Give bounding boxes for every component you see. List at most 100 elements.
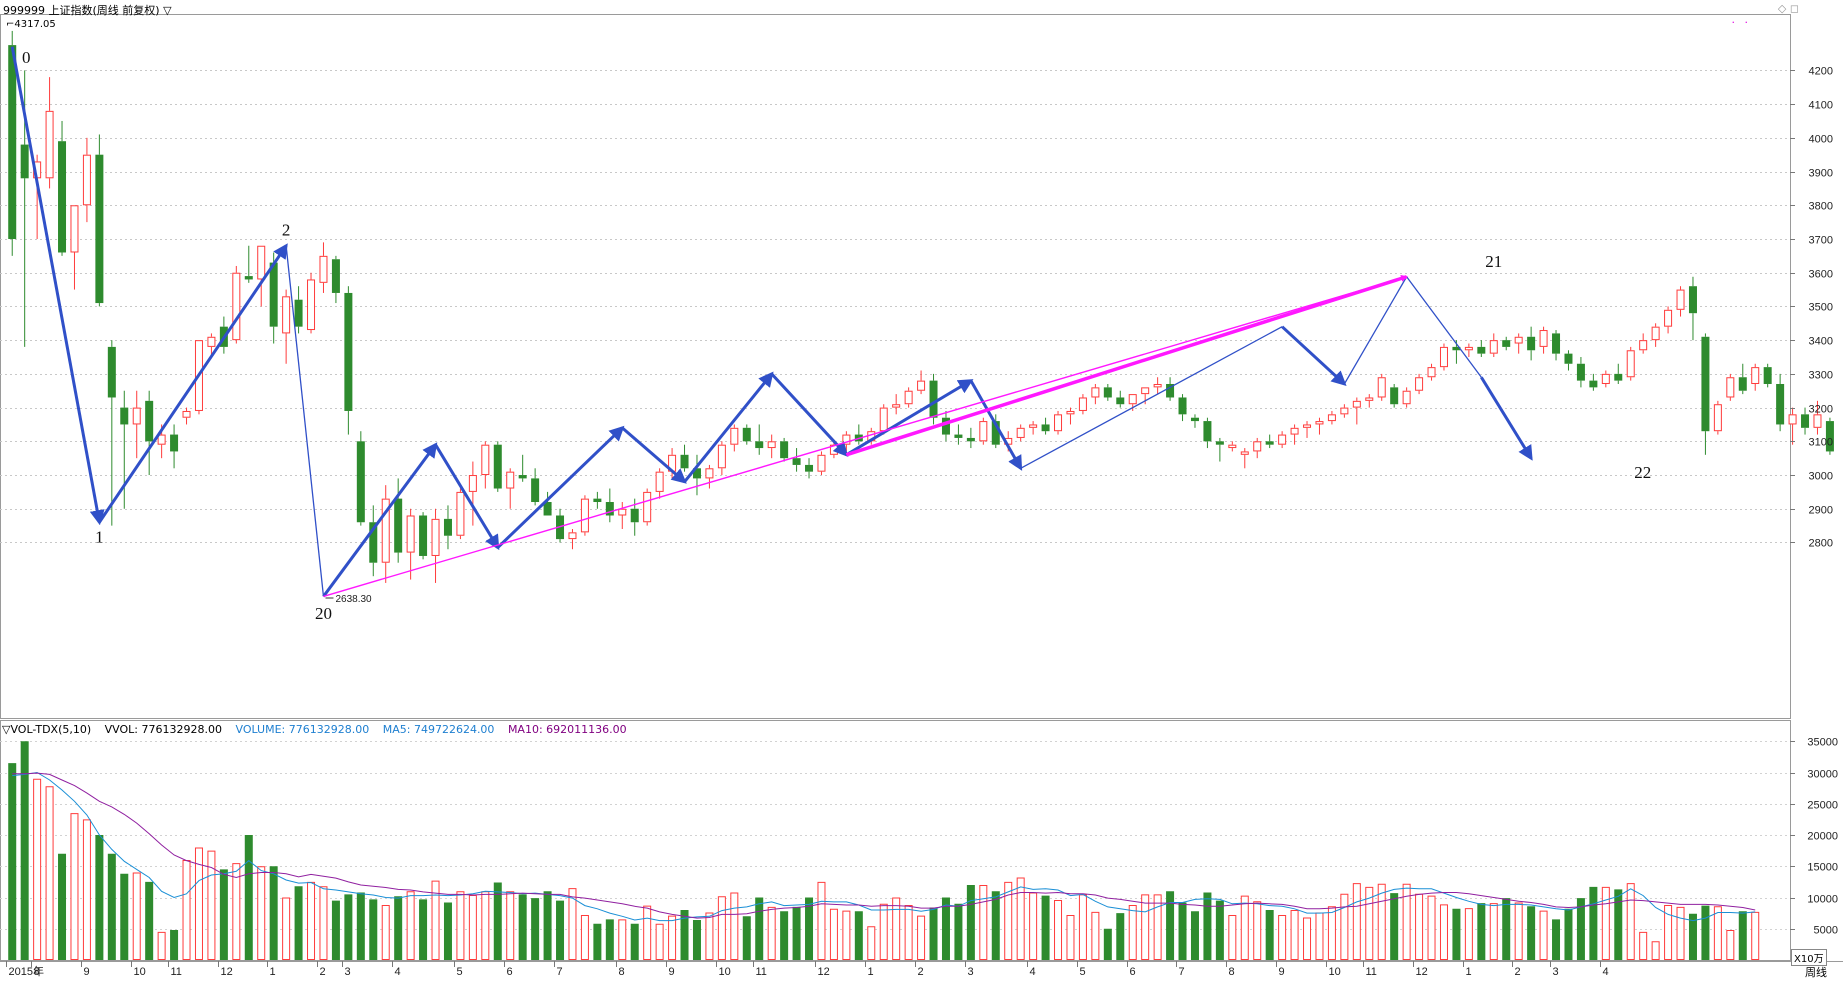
volume-bar-up xyxy=(1253,901,1262,960)
volume-bar-up xyxy=(1327,906,1336,960)
volume-bar-up xyxy=(157,931,166,960)
candle-body-down xyxy=(1552,333,1561,354)
candle-body-up xyxy=(406,515,415,553)
time-tick-label: 2 xyxy=(1515,966,1521,978)
candle-body-up xyxy=(1016,427,1025,438)
candle-body-up xyxy=(257,245,266,280)
wave-line-thin xyxy=(285,245,325,597)
volume-bar-down xyxy=(680,910,689,960)
time-tick-label: 2 xyxy=(320,966,326,978)
volume-bar-up xyxy=(282,897,291,960)
volume-bar-down xyxy=(419,899,428,960)
wave-line-bold xyxy=(969,379,1023,471)
candle-body-up xyxy=(1788,414,1797,425)
volume-bar-up xyxy=(1153,894,1162,960)
candle-body-up xyxy=(1091,387,1100,398)
time-tick-label: 3 xyxy=(1553,966,1559,978)
volume-bar-up xyxy=(1315,912,1324,960)
volume-bar-up xyxy=(1054,900,1063,960)
wave-line-bold xyxy=(845,379,974,457)
wave-labels: 0 1 2 20 21 22 xyxy=(22,48,1651,623)
candle-body-up xyxy=(207,336,216,347)
candle-body-down xyxy=(792,458,801,465)
time-tick-label: 1 xyxy=(270,966,276,978)
candle-body-up xyxy=(643,491,652,523)
volume-bar-up xyxy=(655,923,664,960)
volume-bar-down xyxy=(1190,911,1199,960)
wave-lines xyxy=(10,46,1533,598)
volume-bar-down xyxy=(1203,892,1212,960)
volume-bar-up xyxy=(767,906,776,960)
wave-line-bold xyxy=(1281,325,1347,387)
candle-body-down xyxy=(1564,353,1573,364)
price-tick-label: 3300 xyxy=(1809,370,1833,382)
volume-tick-label: 25000 xyxy=(1807,800,1838,812)
candle-body-up xyxy=(1303,424,1312,428)
candle-body-up xyxy=(1128,394,1137,405)
volume-bar-up xyxy=(705,912,714,960)
candle-body-up xyxy=(1066,410,1075,415)
ma10-readout: MA10: 692011136.00 xyxy=(507,723,627,736)
candle-body-up xyxy=(1664,309,1673,327)
chart-title[interactable]: 999999 上证指数(周线 前复权) ▽ xyxy=(3,4,172,17)
volume-bar-up xyxy=(257,866,266,960)
volume-bar-down xyxy=(941,897,950,960)
volume-bar-down xyxy=(755,897,764,960)
volume-bar-down xyxy=(1701,905,1710,960)
wave-line-thin xyxy=(1020,326,1283,469)
candle-body-up xyxy=(1240,451,1249,455)
candle-body-down xyxy=(531,478,540,503)
time-tick-label: 11 xyxy=(756,966,767,978)
time-tick-label: 9 xyxy=(84,966,90,978)
time-tick-label: 12 xyxy=(1416,966,1428,978)
candle-body-down xyxy=(269,262,278,327)
volume-bar-up xyxy=(817,881,826,960)
volume-bar-up xyxy=(1514,902,1523,960)
volume-bar-down xyxy=(120,873,129,960)
candle-body-down xyxy=(344,292,353,411)
wave-line-bold xyxy=(621,426,687,484)
max-price-value: 4317.05 xyxy=(14,19,56,30)
candle-body-down xyxy=(929,380,938,418)
volume-indicator-name[interactable]: ▽VOL-TDX(5,10) xyxy=(2,723,92,736)
window-control-icons[interactable]: ◇ ◻ xyxy=(1777,2,1799,15)
volume-bar-down xyxy=(145,881,154,960)
candle-body-down xyxy=(780,441,789,459)
panel-frames xyxy=(0,14,1843,962)
candle-body-up xyxy=(1290,427,1299,435)
candle-body-down xyxy=(755,441,764,449)
candle-body-up xyxy=(580,498,589,533)
time-tick-label: 2 xyxy=(918,966,924,978)
candle-body-down xyxy=(941,417,950,435)
candle-body-up xyxy=(1464,346,1473,351)
volume-bar-up xyxy=(904,905,913,960)
volume-bar-up xyxy=(1639,931,1648,960)
volume-bar-down xyxy=(1589,886,1598,960)
volume-bar-down xyxy=(1041,895,1050,960)
candle-body-up xyxy=(1415,377,1424,391)
volume-bar-down xyxy=(780,911,789,960)
candle-body-down xyxy=(369,522,378,563)
volume-bar-down xyxy=(630,923,639,960)
volume-bar-down xyxy=(331,900,340,960)
volume-bar-down xyxy=(1103,928,1112,960)
volume-bar-up xyxy=(1240,895,1249,960)
volume-bar-up xyxy=(829,908,838,960)
time-tick-label: 8 xyxy=(34,966,40,978)
volume-tick-label: 10000 xyxy=(1807,894,1838,906)
candle-body-down xyxy=(1178,397,1187,415)
period-label[interactable]: 周线 xyxy=(1805,966,1827,979)
candle-body-up xyxy=(892,404,901,408)
candle-body-up xyxy=(1029,424,1038,428)
time-tick-label: 12 xyxy=(221,966,233,978)
volume-bar-up xyxy=(1029,892,1038,960)
time-tick-label: 3 xyxy=(345,966,351,978)
time-tick-label: 6 xyxy=(1130,966,1136,978)
price-axis: 2800 2900 3000 3100 3200 3300 3400 3500 3600 3700… xyxy=(1790,66,1833,550)
volume-bar-up xyxy=(1128,905,1137,960)
volume-bar-up xyxy=(307,881,316,960)
volume-bar-up xyxy=(730,892,739,960)
volume-bar-up xyxy=(867,926,876,960)
volume-bar-down xyxy=(1452,908,1461,960)
